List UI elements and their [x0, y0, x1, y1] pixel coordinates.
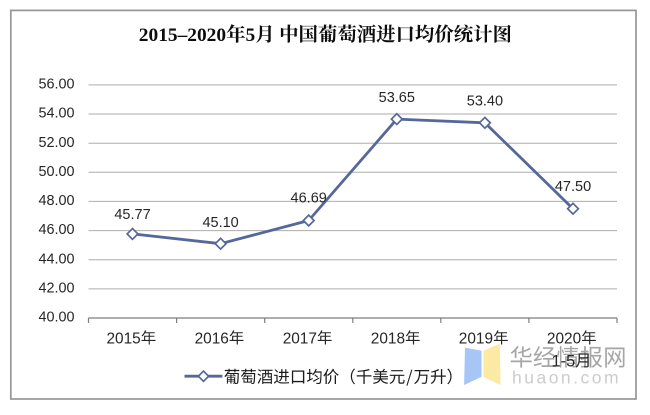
- svg-text:50.00: 50.00: [38, 164, 74, 180]
- svg-text:44.00: 44.00: [38, 251, 74, 267]
- svg-text:40.00: 40.00: [38, 310, 74, 326]
- svg-text:5: 5: [246, 25, 256, 46]
- svg-text:1-5: 1-5: [552, 352, 576, 370]
- svg-text:huaon.com: huaon.com: [512, 368, 621, 388]
- svg-text:48.00: 48.00: [38, 193, 74, 209]
- svg-text:46.69: 46.69: [291, 190, 327, 206]
- svg-text:2017: 2017: [283, 330, 317, 347]
- svg-text:53.40: 53.40: [467, 93, 503, 109]
- svg-text:45.10: 45.10: [202, 215, 238, 231]
- svg-text:47.50: 47.50: [555, 179, 591, 195]
- svg-text:2015–2020: 2015–2020: [139, 25, 226, 46]
- svg-text:2015: 2015: [107, 330, 141, 347]
- svg-text:56.00: 56.00: [38, 77, 74, 93]
- svg-text:54.00: 54.00: [38, 106, 74, 122]
- svg-text:52.00: 52.00: [38, 135, 74, 151]
- svg-text:2020: 2020: [547, 330, 581, 347]
- svg-text:2018: 2018: [371, 330, 405, 347]
- svg-text:2016: 2016: [195, 330, 229, 347]
- svg-text:42.00: 42.00: [38, 281, 74, 297]
- svg-text:45.77: 45.77: [114, 207, 150, 223]
- svg-text:2019: 2019: [459, 330, 493, 347]
- svg-text:46.00: 46.00: [38, 222, 74, 238]
- svg-text:53.65: 53.65: [379, 90, 415, 106]
